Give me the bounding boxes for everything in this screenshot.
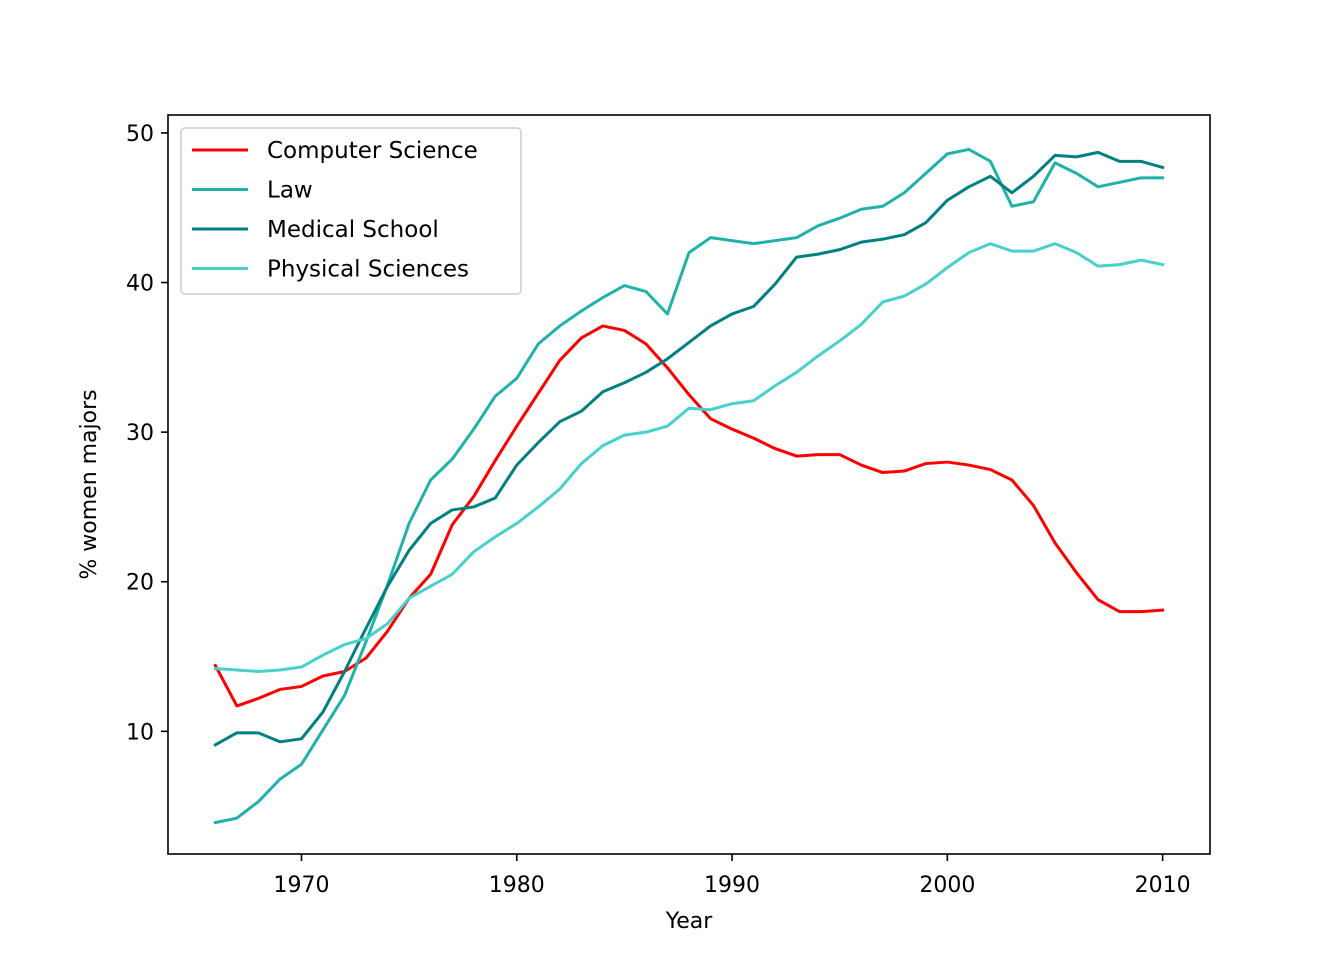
- series-line-2: [213, 150, 1165, 747]
- x-tick-label: 1980: [489, 873, 545, 898]
- y-tick-label: 10: [126, 720, 154, 745]
- x-tick-label: 1990: [704, 873, 760, 898]
- x-axis-label: Year: [665, 909, 714, 934]
- series-line-3: [213, 242, 1165, 673]
- y-tick-label: 20: [126, 571, 154, 596]
- legend: Computer Science Law Medical School Physica…: [180, 127, 522, 295]
- y-axis-label: % women majors: [77, 389, 102, 579]
- legend-box: [180, 127, 522, 295]
- legend-label-1: Law: [267, 178, 313, 204]
- x-tick-label: 2000: [919, 873, 975, 898]
- x-tick-label: 1970: [273, 873, 329, 898]
- x-tick-label: 2010: [1135, 873, 1191, 898]
- y-tick-label: 50: [126, 122, 154, 147]
- y-tick-label: 30: [126, 421, 154, 446]
- legend-label-0: Computer Science: [267, 138, 478, 164]
- series-line-0: [213, 324, 1165, 708]
- legend-label-2: Medical School: [267, 217, 439, 243]
- series-layer: [213, 147, 1165, 825]
- y-tick-label: 40: [126, 272, 154, 297]
- axes-frame: [167, 114, 1211, 855]
- series-line-1: [213, 147, 1165, 825]
- legend-label-3: Physical Sciences: [267, 257, 469, 283]
